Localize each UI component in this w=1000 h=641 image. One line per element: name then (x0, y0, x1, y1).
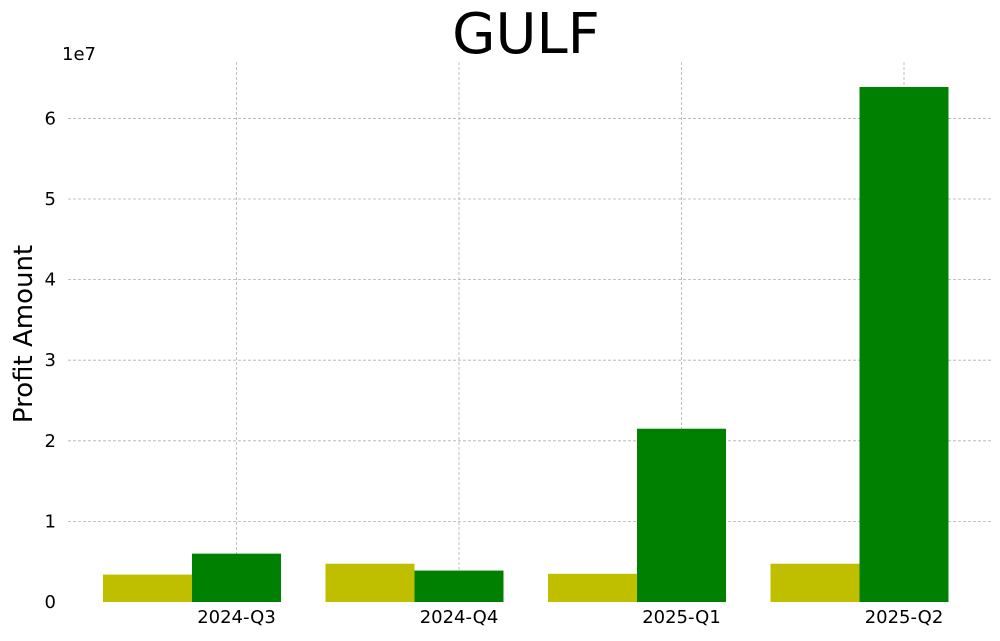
x-tick-label: 2025-Q2 (865, 607, 944, 628)
grid (68, 62, 992, 602)
chart-title: GULF (452, 2, 600, 67)
bar (770, 563, 860, 602)
bar (103, 574, 192, 602)
x-tick-labels: 2024-Q3 2024-Q4 2025-Q1 2025-Q2 (197, 607, 943, 628)
bar (414, 570, 504, 602)
y-axis-label: Profit Amount (9, 245, 39, 423)
y-axis-offset-label: 1e7 (62, 44, 96, 65)
y-tick-label: 5 (45, 189, 56, 210)
bar (192, 553, 281, 602)
bar (325, 563, 415, 602)
x-tick-label: 2024-Q3 (197, 607, 276, 628)
y-tick-label: 2 (45, 431, 56, 452)
x-tick-label: 2024-Q4 (420, 607, 499, 628)
y-tick-label: 1 (45, 511, 56, 532)
y-tick-label: 3 (45, 350, 56, 371)
y-tick-label: 6 (45, 108, 56, 129)
bar (637, 428, 726, 602)
x-tick-label: 2025-Q1 (642, 607, 721, 628)
bar (548, 573, 637, 602)
y-tick-label: 4 (45, 270, 56, 291)
bars (103, 86, 949, 602)
y-tick-label: 0 (45, 592, 56, 613)
bar (859, 86, 949, 602)
y-tick-labels: 0 1 2 3 4 5 6 (45, 108, 56, 613)
